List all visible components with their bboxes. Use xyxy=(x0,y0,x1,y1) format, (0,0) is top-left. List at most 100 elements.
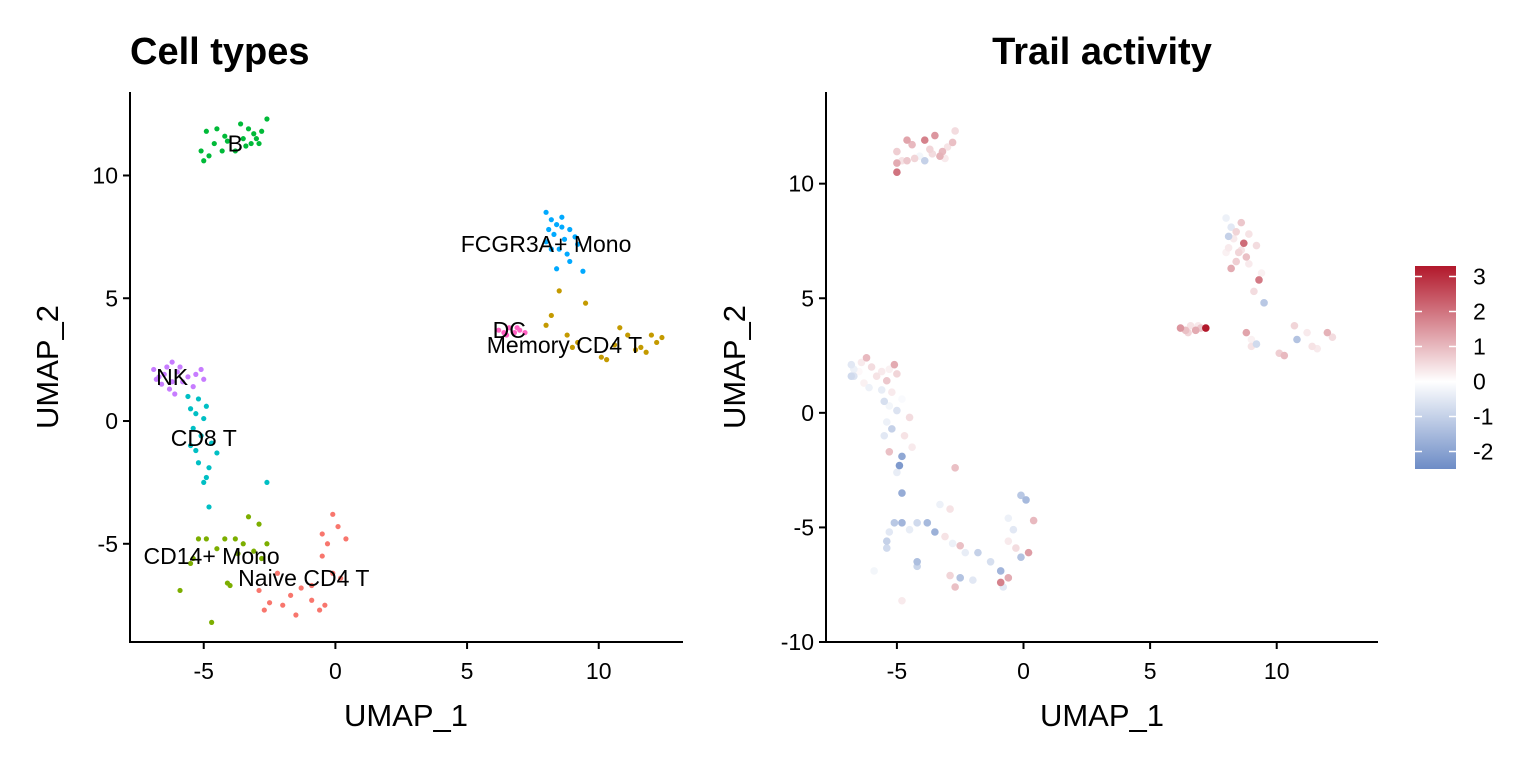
fcgr3a-mono-point xyxy=(561,236,568,242)
cd14-mono-point xyxy=(235,551,241,557)
naive-cd4-t-point xyxy=(309,582,315,589)
trail-activity-point xyxy=(880,431,889,440)
trail-activity-y-tick-label: 10 xyxy=(788,171,814,197)
trail-activity-point xyxy=(877,386,886,394)
trail-activity-point xyxy=(872,372,881,380)
colorbar-tick-label: 3 xyxy=(1473,264,1486,290)
nk-point xyxy=(174,369,180,375)
trail-activity-point xyxy=(1252,241,1261,250)
trail-activity-point xyxy=(1004,514,1013,523)
fcgr3a-mono-point xyxy=(572,234,578,240)
nk-point xyxy=(185,374,191,380)
naive-cd4-t-point xyxy=(338,575,344,581)
fcgr3a-mono-point xyxy=(567,226,573,233)
cd14-mono-point xyxy=(203,536,209,542)
trail-activity-point xyxy=(961,548,970,557)
cell-types-x-tick-label: 5 xyxy=(461,658,474,684)
trail-activity-x-axis-title: UMAP_1 xyxy=(1040,698,1164,733)
nk-point xyxy=(169,359,175,365)
naive-cd4-t-point xyxy=(319,553,325,559)
cd14-mono-point xyxy=(251,548,257,554)
b-point xyxy=(259,128,265,134)
memory-cd4-t-point xyxy=(643,349,649,355)
trail-activity-point xyxy=(941,532,949,541)
nk-point xyxy=(164,364,170,370)
cd14-mono-point xyxy=(214,546,220,552)
trail-activity-point xyxy=(996,567,1005,575)
naive-cd4-t-cluster-label: Naive CD4 T xyxy=(238,565,369,591)
nk-cluster-label: NK xyxy=(156,364,189,390)
cd8-t-point xyxy=(206,465,212,471)
trail-activity-point xyxy=(951,464,959,472)
nk-point xyxy=(159,381,165,387)
trail-activity-point xyxy=(900,431,909,440)
trail-activity-point xyxy=(893,168,901,177)
cell-types-x-tick-label: 0 xyxy=(329,658,342,684)
fcgr3a-mono-point xyxy=(546,226,552,233)
trail-activity-x-tick-label: 10 xyxy=(1264,658,1290,684)
naive-cd4-t-point xyxy=(322,602,328,608)
trail-activity-point xyxy=(1017,553,1025,562)
trail-activity-point xyxy=(974,548,982,557)
trail-activity-point xyxy=(885,447,894,456)
b-point xyxy=(248,140,254,147)
trail-activity-point xyxy=(986,557,995,566)
colorbar-tick-label: 0 xyxy=(1473,369,1486,395)
b-point xyxy=(203,128,209,134)
fcgr3a-mono-point xyxy=(567,258,573,265)
b-point xyxy=(201,158,207,164)
naive-cd4-t-point xyxy=(324,541,331,547)
trail-activity-point xyxy=(885,365,894,374)
cell-types-y-tick-label: -5 xyxy=(98,531,118,557)
trail-activity-point xyxy=(888,425,896,433)
trail-activity-point xyxy=(923,519,932,527)
dc-cluster-label: DC xyxy=(493,317,526,343)
trail-activity-point xyxy=(893,468,901,477)
trail-activity-point xyxy=(1303,328,1311,337)
colorbar-tick-label: -2 xyxy=(1473,439,1493,465)
cd14-mono-cluster-label: CD14+ Mono xyxy=(144,543,280,569)
trail-activity-point xyxy=(1004,537,1013,545)
nk-point xyxy=(198,366,204,373)
trail-activity-point xyxy=(877,367,886,376)
trail-activity-point xyxy=(903,156,911,165)
trail-activity-point xyxy=(1242,328,1251,337)
fcgr3a-mono-cluster-label: FCGR3A+ Mono xyxy=(461,231,632,257)
cd8-t-point xyxy=(198,433,204,439)
trail-activity-point xyxy=(1247,335,1256,344)
cell-types-title: Cell types xyxy=(130,31,310,73)
cell-types-y-tick-label: 10 xyxy=(92,162,118,188)
trail-activity-y-tick-label: 5 xyxy=(801,285,814,311)
trail-activity-point xyxy=(895,461,904,470)
trail-activity-point xyxy=(1323,328,1332,337)
cell-types-points xyxy=(151,116,665,625)
cd8-t-point xyxy=(203,403,209,409)
trail-activity-point xyxy=(936,152,944,160)
naive-cd4-t-point xyxy=(319,531,325,537)
trail-activity-point xyxy=(1224,244,1233,252)
memory-cd4-t-point xyxy=(582,300,589,306)
nk-point xyxy=(190,384,196,390)
trail-activity-point xyxy=(847,372,856,380)
trail-activity-point xyxy=(1239,239,1248,248)
fcgr3a-mono-point xyxy=(554,221,560,228)
trail-activity-point xyxy=(936,500,944,509)
nk-point xyxy=(180,379,186,385)
dc-point xyxy=(522,330,528,336)
trail-activity-point xyxy=(860,379,868,387)
trail-activity-point xyxy=(908,140,916,149)
trail-activity-colorbar: 3 2 1 0 -1 -2 xyxy=(1415,264,1493,469)
cd8-t-point xyxy=(264,479,270,486)
memory-cd4-t-point xyxy=(617,325,623,331)
cd8-t-point xyxy=(203,474,209,481)
trail-activity-point xyxy=(956,574,965,582)
trail-activity-point xyxy=(931,528,939,536)
fcgr3a-mono-point xyxy=(556,246,562,252)
nk-point xyxy=(151,366,157,373)
cd8-t-point xyxy=(187,406,194,412)
trail-activity-point xyxy=(1290,321,1299,330)
b-point xyxy=(222,133,228,139)
trail-activity-point xyxy=(920,136,929,144)
dc-point xyxy=(506,325,512,331)
trail-activity-point xyxy=(898,452,906,461)
